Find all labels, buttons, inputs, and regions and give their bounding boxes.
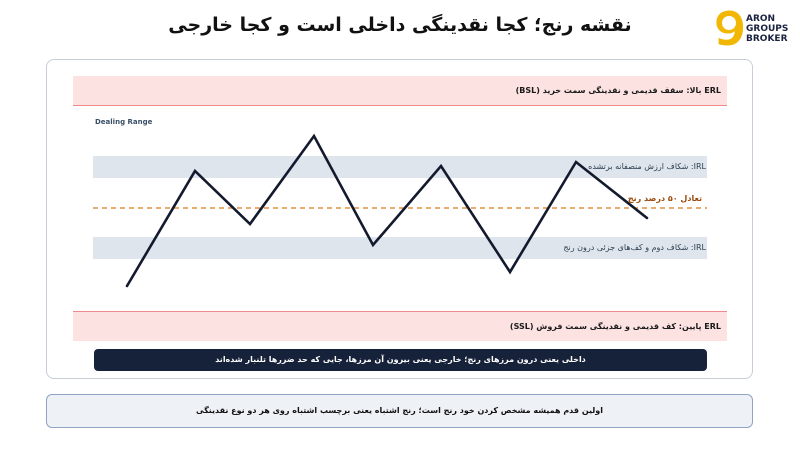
erl-bottom-band: ERL پایین: کف قدیمی و نقدینگی سمت فروش (… [73,311,727,341]
logo-line-2: GROUPS [746,24,789,34]
liquidity-note: داخلی یعنی درون مرزهای رنج؛ خارجی یعنی ب… [94,349,707,371]
irl-bottom-label: IRL: شکاف دوم و کف‌های جزئی درون رنج [563,243,706,252]
dealing-range-label: Dealing Range [95,118,153,126]
equilibrium-label: تعادل ۵۰ درصد رنج [627,194,702,203]
crown-icon [722,16,736,30]
logo-line-1: ARON [746,14,776,24]
irl-top-label: IRL: شکاف ارزش منصفانه برتشده [588,162,706,171]
logo-line-3: BROKER [746,34,788,44]
aron-groups-logo: 9 ARON GROUPS BROKER [714,6,796,52]
footer-note: اولین قدم همیشه مشخص کردن خود رنج است؛ ر… [46,394,753,428]
erl-top-band: ERL بالا: سقف قدیمی و نقدینگی سمت خرید (… [73,76,727,106]
logo-text: ARON GROUPS BROKER [746,14,788,44]
page-title: نقشه رنج؛ کجا نقدینگی داخلی است و کجا خا… [168,14,632,36]
